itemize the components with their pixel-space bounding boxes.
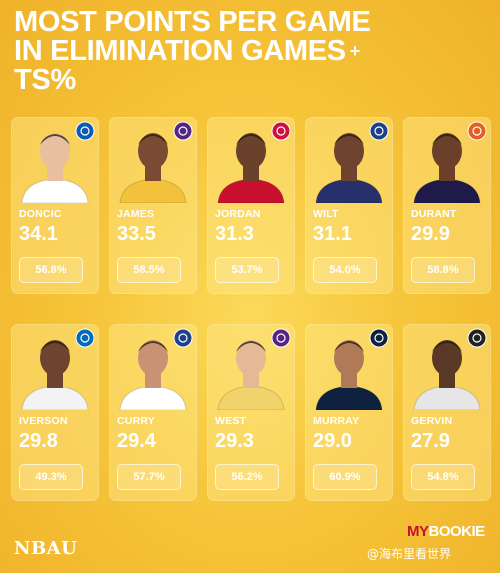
player-ppg: 34.1 (19, 223, 58, 245)
player-portrait (217, 340, 285, 410)
player-portrait (413, 133, 481, 203)
player-name: JAMES (117, 208, 155, 220)
player-portrait (217, 133, 285, 203)
title-line-3: TS% (14, 64, 76, 96)
player-portrait (119, 340, 187, 410)
player-card: WILT 31.1 54.0% (305, 117, 393, 294)
player-ts: 57.7% (133, 471, 165, 483)
mybookie-logo: MYBOOKIE (407, 523, 485, 540)
title-plus: + (349, 41, 361, 61)
player-ts: 60.9% (329, 471, 361, 483)
player-ppg: 27.9 (411, 430, 450, 452)
player-ppg: 29.0 (313, 430, 352, 452)
player-name: CURRY (117, 415, 155, 427)
warriors-logo-icon (369, 121, 389, 141)
player-name: WEST (215, 415, 247, 427)
suns-logo-icon (467, 121, 487, 141)
player-ppg: 29.9 (411, 223, 450, 245)
title-line-1: MOST POINTS PER GAME (14, 6, 371, 38)
player-ts-badge: 53.7% (215, 257, 279, 283)
player-ts: 54.0% (329, 264, 361, 276)
player-card: JAMES 33.5 58.5% (109, 117, 197, 294)
player-ts: 58.5% (133, 264, 165, 276)
player-portrait (21, 133, 89, 203)
brand-my: MY (407, 523, 429, 540)
76ers-logo-icon (75, 328, 95, 348)
player-name: MURRAY (313, 415, 360, 427)
player-name: JORDAN (215, 208, 261, 220)
watermark-text: @海布里看世界 (367, 547, 452, 561)
player-portrait (315, 340, 383, 410)
player-card: JORDAN 31.3 53.7% (207, 117, 295, 294)
player-name: WILT (313, 208, 339, 220)
player-grid: DONCIC 34.1 56.8% JAMES 33.5 58.5% (11, 117, 493, 501)
title-line-2-text: IN ELIMINATION GAMES (14, 35, 346, 67)
nbau-logo: NBAU (14, 538, 78, 559)
player-ts: 58.8% (427, 264, 459, 276)
title-line-2: IN ELIMINATION GAMES + (14, 37, 454, 66)
player-ts-badge: 56.8% (19, 257, 83, 283)
mavericks-logo-icon (75, 121, 95, 141)
player-card: GERVIN 27.9 54.8% (403, 324, 491, 501)
player-name: IVERSON (19, 415, 68, 427)
player-portrait (315, 133, 383, 203)
player-name: DONCIC (19, 208, 62, 220)
player-ts-badge: 60.9% (313, 464, 377, 490)
player-ts-badge: 56.2% (215, 464, 279, 490)
player-ppg: 33.5 (117, 223, 156, 245)
player-ts-badge: 54.8% (411, 464, 475, 490)
player-ppg: 29.3 (215, 430, 254, 452)
page-title: MOST POINTS PER GAME IN ELIMINATION GAME… (14, 8, 454, 95)
player-card: DONCIC 34.1 56.8% (11, 117, 99, 294)
player-ts-badge: 54.0% (313, 257, 377, 283)
player-ts: 53.7% (231, 264, 263, 276)
player-card: MURRAY 29.0 60.9% (305, 324, 393, 501)
brand-bookie: BOOKIE (428, 523, 486, 540)
nuggets-logo-icon (369, 328, 389, 348)
player-ts: 56.2% (231, 471, 263, 483)
player-name: DURANT (411, 208, 457, 220)
bulls-logo-icon (271, 121, 291, 141)
player-card: CURRY 29.4 57.7% (109, 324, 197, 501)
player-ts: 54.8% (427, 471, 459, 483)
player-ppg: 31.3 (215, 223, 254, 245)
lakers-logo-icon (173, 121, 193, 141)
spurs-logo-icon (467, 328, 487, 348)
player-portrait (21, 340, 89, 410)
player-portrait (413, 340, 481, 410)
player-ppg: 29.8 (19, 430, 58, 452)
player-ts-badge: 57.7% (117, 464, 181, 490)
player-name: GERVIN (411, 415, 453, 427)
warriors-logo-icon (173, 328, 193, 348)
player-ts-badge: 58.5% (117, 257, 181, 283)
player-portrait (119, 133, 187, 203)
player-card: WEST 29.3 56.2% (207, 324, 295, 501)
player-ts: 56.8% (35, 264, 67, 276)
lakers-logo-icon (271, 328, 291, 348)
player-ts-badge: 58.8% (411, 257, 475, 283)
player-card: IVERSON 29.8 49.3% (11, 324, 99, 501)
player-ts: 49.3% (35, 471, 67, 483)
player-ts-badge: 49.3% (19, 464, 83, 490)
player-ppg: 31.1 (313, 223, 352, 245)
player-ppg: 29.4 (117, 430, 156, 452)
player-card: DURANT 29.9 58.8% (403, 117, 491, 294)
